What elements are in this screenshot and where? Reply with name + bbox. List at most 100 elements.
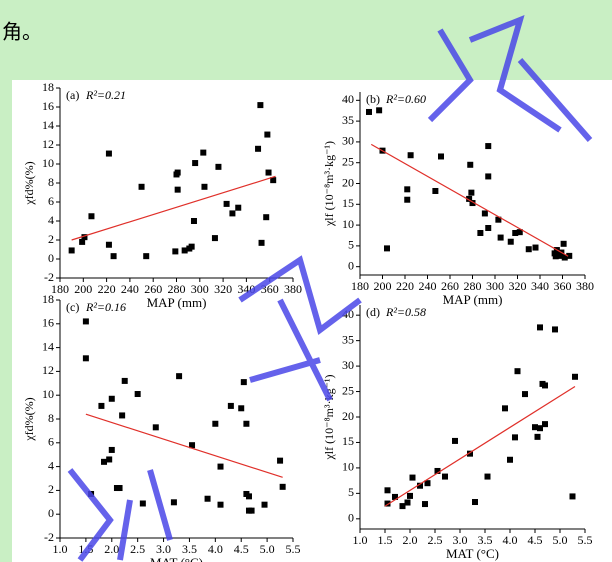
panel-label: (a) <box>66 88 79 102</box>
point <box>246 493 252 499</box>
point <box>212 235 218 241</box>
point <box>408 152 414 158</box>
point <box>572 374 578 380</box>
point <box>69 247 75 253</box>
y-tick-label: 5 <box>348 485 354 499</box>
point <box>262 502 268 508</box>
y-tick-label: 10 <box>342 217 354 231</box>
y-tick-label: 16 <box>42 99 54 113</box>
x-tick-label: 240 <box>121 282 139 296</box>
point <box>542 421 548 427</box>
y-tick-label: 10 <box>342 460 354 474</box>
point <box>257 102 263 108</box>
point <box>552 326 558 332</box>
x-tick-label: 220 <box>98 282 116 296</box>
point <box>522 391 528 397</box>
x-axis-label: MAP (mm) <box>443 292 503 307</box>
y-tick-label: 14 <box>42 339 54 353</box>
point <box>507 457 513 463</box>
point <box>200 150 206 156</box>
y-tick-label: 14 <box>42 118 54 132</box>
point <box>526 246 532 252</box>
y-tick-label: 4 <box>48 213 54 227</box>
point <box>266 170 272 176</box>
point <box>280 484 286 490</box>
y-tick-label: 10 <box>42 156 54 170</box>
point <box>452 438 458 444</box>
y-tick-label: 0 <box>348 511 354 525</box>
x-tick-label: 1.0 <box>353 533 368 547</box>
point <box>535 434 541 440</box>
x-axis-label: MAT (°C) <box>446 546 499 561</box>
y-tick-label: 30 <box>342 358 354 372</box>
point <box>228 403 234 409</box>
y-tick-label: 40 <box>342 92 354 106</box>
y-tick-label: 12 <box>42 137 54 151</box>
point <box>432 188 438 194</box>
x-tick-label: 3.5 <box>182 542 197 556</box>
x-tick-label: 200 <box>374 279 392 293</box>
point <box>264 132 270 138</box>
point <box>175 170 181 176</box>
point <box>385 487 391 493</box>
point <box>106 242 112 248</box>
point <box>259 240 265 246</box>
point <box>101 459 107 465</box>
y-tick-label: 35 <box>342 113 354 127</box>
x-tick-label: 3.0 <box>453 533 468 547</box>
y-tick-label: 2 <box>48 232 54 246</box>
y-tick-label: 6 <box>48 435 54 449</box>
point <box>542 382 548 388</box>
point <box>111 253 117 259</box>
point <box>502 405 508 411</box>
point <box>83 318 89 324</box>
y-tick-label: 5 <box>348 238 354 252</box>
point <box>263 214 269 220</box>
x-tick-label: 300 <box>486 279 504 293</box>
point <box>485 143 491 149</box>
y-axis-label: χfd%(%) <box>22 397 36 441</box>
point <box>477 230 483 236</box>
point <box>201 184 207 190</box>
y-axis-label: χlf (10⁻⁸m³·kg⁻¹) <box>322 141 336 227</box>
y-tick-label: 20 <box>342 409 354 423</box>
point <box>277 458 283 464</box>
point <box>205 496 211 502</box>
y-tick-label: 35 <box>342 332 354 346</box>
point <box>482 210 488 216</box>
x-tick-label: 2.5 <box>428 533 443 547</box>
point <box>255 146 261 152</box>
y-tick-label: 0 <box>48 506 54 520</box>
x-tick-label: 320 <box>214 282 232 296</box>
point <box>404 197 410 203</box>
point <box>135 391 141 397</box>
x-tick-label: 380 <box>284 282 302 296</box>
point <box>122 378 128 384</box>
point <box>106 456 112 462</box>
point <box>384 245 390 251</box>
y-tick-label: 0 <box>348 258 354 272</box>
point <box>438 153 444 159</box>
x-tick-label: 3.0 <box>156 542 171 556</box>
x-tick-label: 4.0 <box>503 533 518 547</box>
point <box>243 421 249 427</box>
point <box>485 173 491 179</box>
point <box>515 368 521 374</box>
y-tick-label: 4 <box>48 458 54 472</box>
x-tick-label: 2.0 <box>104 542 119 556</box>
x-tick-label: 300 <box>191 282 209 296</box>
x-tick-label: 1.0 <box>53 542 68 556</box>
point <box>570 493 576 499</box>
header-text: 角。 <box>2 21 42 44</box>
point <box>119 412 125 418</box>
point <box>241 379 247 385</box>
point <box>153 424 159 430</box>
panel-label: (c) <box>66 300 79 314</box>
point <box>140 500 146 506</box>
y-tick-label: 6 <box>48 194 54 208</box>
x-tick-label: 200 <box>74 282 92 296</box>
x-tick-label: 5.5 <box>286 542 301 556</box>
point <box>143 253 149 259</box>
point <box>171 499 177 505</box>
x-tick-label: 180 <box>351 279 369 293</box>
